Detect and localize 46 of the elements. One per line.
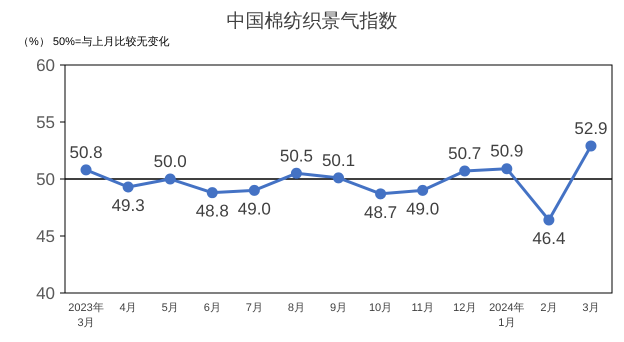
point: [248, 184, 260, 196]
x-tick-label: 2月: [540, 302, 558, 314]
x-tick-label: 8月: [288, 302, 305, 314]
text: 50.7: [448, 144, 482, 164]
point: [585, 140, 596, 152]
x-tick-label: 11月: [411, 302, 434, 314]
point: [164, 174, 176, 184]
text: （%） 50%=与上月比较无变化: [18, 35, 170, 48]
x-tick-label: 4月: [120, 302, 137, 314]
point: [290, 168, 302, 179]
text: 49.0: [238, 199, 271, 218]
text: 48.7: [364, 202, 398, 222]
x-tick-label: 12月: [453, 302, 476, 314]
text: 48.8: [196, 202, 229, 221]
x-tick-label: 6月: [204, 302, 221, 314]
text: 50.5: [280, 146, 313, 166]
point: [459, 166, 470, 177]
point: [80, 164, 92, 176]
text: 50.0: [154, 152, 187, 171]
text: 50.8: [69, 142, 103, 162]
x-tick-label: 5月: [162, 302, 179, 314]
text: 46.4: [532, 229, 566, 248]
point: [122, 181, 134, 192]
x-tick-label: 3月: [582, 302, 600, 314]
y-tick-label: 50: [36, 170, 55, 189]
y-tick-label: 40: [36, 284, 55, 303]
point: [333, 172, 344, 184]
x-tick-label: 9月: [330, 302, 348, 314]
text: 50.9: [490, 142, 524, 161]
x-tick-label: 2024年 1月: [489, 302, 525, 329]
text: 50.1: [322, 150, 356, 170]
text: 49.3: [112, 196, 145, 215]
y-tick-label: 45: [36, 227, 55, 246]
chart-title: 中国棉纺织景气指数: [226, 11, 398, 32]
point: [375, 188, 386, 200]
point: [417, 184, 428, 196]
text: 52.9: [574, 118, 608, 138]
text: 49.0: [406, 199, 440, 218]
point: [543, 214, 554, 226]
y-tick-label: 55: [36, 113, 55, 132]
point: [501, 163, 512, 174]
y-tick-label: 60: [36, 56, 55, 75]
point: [206, 187, 218, 198]
x-tick-label: 7月: [246, 302, 263, 314]
x-tick-label: 2023年 3月: [68, 302, 104, 329]
x-tick-label: 10月: [368, 302, 392, 314]
